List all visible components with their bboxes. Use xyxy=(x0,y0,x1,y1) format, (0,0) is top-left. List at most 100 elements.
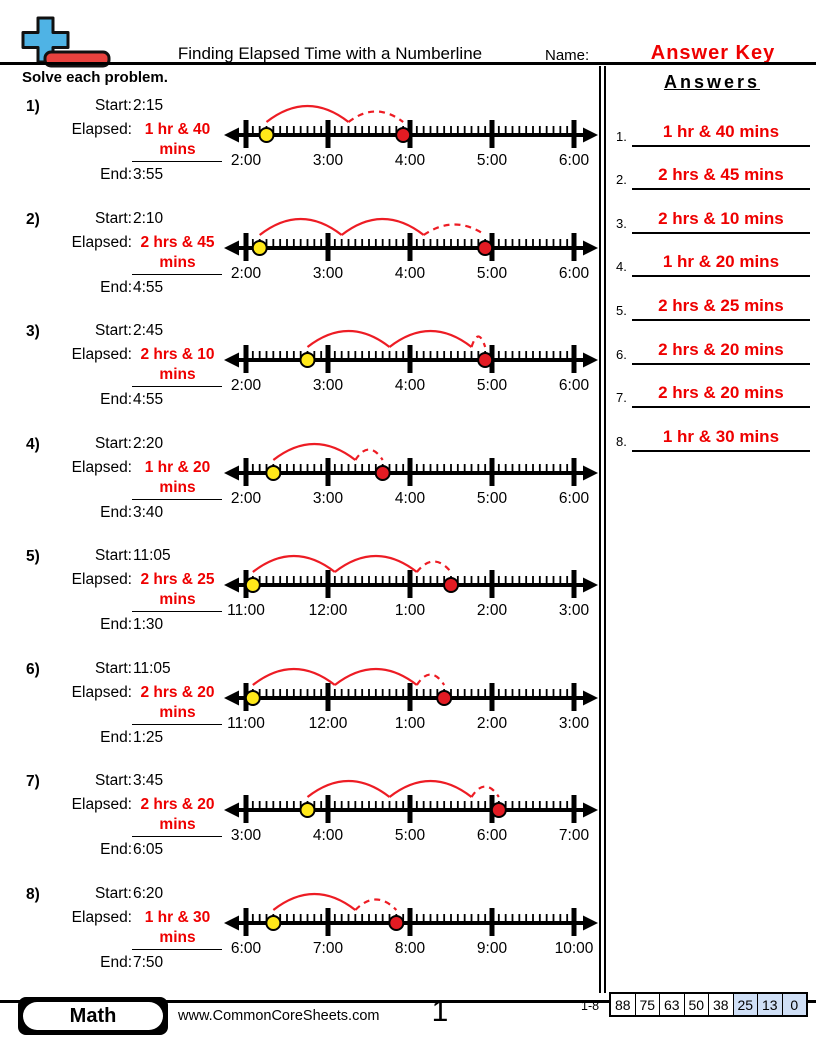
right-arrow-icon xyxy=(583,127,598,143)
page-title: Finding Elapsed Time with a Numberline xyxy=(177,44,483,63)
problem: 6) Start: 11:05 Elapsed: 2 hrs & 20 mins End:… xyxy=(0,651,600,764)
field-elapsed: Elapsed: 2 hrs & 20 mins xyxy=(70,683,222,725)
answer-text: 2 hrs & 45 mins xyxy=(631,165,810,191)
end-time-dot xyxy=(436,689,453,706)
answers-panel: Answers 1. 1 hr & 40 mins 2. 2 hrs & 45 min… xyxy=(610,66,814,455)
field-start: Start: 2:15 xyxy=(70,96,222,116)
instructions: Solve each problem. xyxy=(22,69,168,86)
field-label: End: xyxy=(100,391,132,408)
field-label: Elapsed: xyxy=(71,458,132,476)
start-time-value: 2:10 xyxy=(133,209,164,227)
hour-label: 3:00 xyxy=(313,152,344,169)
right-arrow-icon xyxy=(583,802,598,818)
hour-label: 6:00 xyxy=(477,827,508,844)
field-label: Elapsed: xyxy=(71,233,132,251)
end-time-value: 4:55 xyxy=(133,391,164,408)
problem-fields: Start: 2:20 Elapsed: 1 hr & 20 mins End: 3:40 xyxy=(70,426,222,539)
right-arrow-icon xyxy=(583,690,598,705)
answer-item: 5. 2 hrs & 25 mins xyxy=(610,280,814,324)
elapsed-hour-arc xyxy=(252,667,336,686)
score-range-label: 1-8 xyxy=(581,999,600,1013)
elapsed-hour-arc xyxy=(334,554,418,573)
elapsed-time-value: 1 hr & 30 mins xyxy=(132,908,222,950)
math-badge: Math xyxy=(18,997,168,1035)
problem: 1) Start: 2:15 Elapsed: 1 hr & 40 mins End: 3:… xyxy=(0,88,600,201)
elapsed-minutes-arc xyxy=(347,110,404,123)
answer-number: 8. xyxy=(616,433,627,449)
hour-label: 2:00 xyxy=(231,152,262,169)
start-time-dot xyxy=(299,802,316,818)
hour-label: 2:00 xyxy=(231,377,262,394)
elapsed-hour-arc xyxy=(272,892,357,911)
start-time-dot xyxy=(299,352,316,368)
left-arrow-icon xyxy=(224,240,239,255)
field-start: Start: 11:05 xyxy=(70,659,222,679)
field-end: End: 3:40 xyxy=(70,503,222,523)
answer-item: 6. 2 hrs & 20 mins xyxy=(610,324,814,368)
field-label: End: xyxy=(100,841,132,858)
field-label: Start: xyxy=(94,434,132,452)
end-time-value: 1:25 xyxy=(133,728,164,746)
end-time-dot xyxy=(395,127,412,143)
math-badge-label: Math xyxy=(23,1002,163,1030)
elapsed-minutes-arc xyxy=(423,223,486,236)
hour-label: 5:00 xyxy=(395,827,426,844)
name-label: Name: xyxy=(545,47,590,64)
left-arrow-icon xyxy=(224,465,239,480)
field-label: Start: xyxy=(94,884,132,902)
field-start: Start: 3:45 xyxy=(70,771,222,791)
field-label: End: xyxy=(100,728,132,746)
end-time-value: 1:30 xyxy=(133,616,164,633)
left-arrow-icon xyxy=(224,915,239,930)
elapsed-hour-arc xyxy=(272,442,357,461)
start-time-dot xyxy=(265,914,282,931)
field-label: End: xyxy=(100,278,132,296)
elapsed-time-value: 2 hrs & 10 mins xyxy=(132,345,222,387)
hour-label: 5:00 xyxy=(477,265,508,282)
field-label: Start: xyxy=(94,547,132,564)
right-arrow-icon xyxy=(583,352,598,368)
field-end: End: 6:05 xyxy=(70,840,222,860)
answers-list: 1. 1 hr & 40 mins 2. 2 hrs & 45 mins 3. 2 hrs… xyxy=(610,106,814,455)
end-time-dot xyxy=(477,239,494,256)
hour-label: 10:00 xyxy=(555,940,594,957)
field-label: End: xyxy=(100,166,132,183)
score-cell: 38 xyxy=(708,994,733,1015)
hour-label: 2:00 xyxy=(231,265,262,282)
numberline: 2:00 3:00 4:00 5:00 6:00 xyxy=(224,329,598,394)
end-time-value: 3:55 xyxy=(133,166,164,183)
answer-number: 1. xyxy=(616,128,627,144)
hour-label: 2:00 xyxy=(477,715,508,732)
problem-number: 7) xyxy=(26,773,40,790)
hour-label: 3:00 xyxy=(313,377,344,394)
start-time-value: 2:15 xyxy=(133,97,164,114)
problem-number: 3) xyxy=(26,323,40,340)
score-cell: 88 xyxy=(611,994,635,1015)
problems-list: 1) Start: 2:15 Elapsed: 1 hr & 40 mins End: 3:… xyxy=(0,88,600,988)
hour-label: 4:00 xyxy=(395,265,426,282)
answer-number: 6. xyxy=(616,346,627,362)
end-time-value: 4:55 xyxy=(133,278,164,296)
numberline: 6:00 7:00 8:00 9:00 10:00 xyxy=(224,892,598,957)
answer-item: 3. 2 hrs & 10 mins xyxy=(610,193,814,237)
problem: 4) Start: 2:20 Elapsed: 1 hr & 20 mins End: 3:… xyxy=(0,426,600,539)
field-end: End: 4:55 xyxy=(70,390,222,410)
end-time-dot xyxy=(490,802,507,818)
hour-label: 4:00 xyxy=(313,827,344,844)
answer-text: 2 hrs & 20 mins xyxy=(631,383,810,409)
field-label: Start: xyxy=(94,322,132,339)
start-time-value: 11:05 xyxy=(133,659,171,677)
field-label: Start: xyxy=(94,209,132,227)
left-arrow-icon xyxy=(224,802,239,818)
hour-label: 3:00 xyxy=(559,602,590,619)
answer-text: 2 hrs & 10 mins xyxy=(631,209,810,234)
numberline: 2:00 3:00 4:00 5:00 6:00 xyxy=(224,442,598,507)
end-time-dot xyxy=(443,577,459,593)
field-end: End: 4:55 xyxy=(70,278,222,298)
problem: 5) Start: 11:05 Elapsed: 2 hrs & 25 mins End:… xyxy=(0,538,600,651)
field-label: Start: xyxy=(94,97,132,114)
field-label: Elapsed: xyxy=(71,796,132,813)
website-url: www.CommonCoreSheets.com xyxy=(178,1008,380,1024)
elapsed-minutes-arc xyxy=(470,335,487,348)
field-end: End: 1:25 xyxy=(70,728,222,748)
